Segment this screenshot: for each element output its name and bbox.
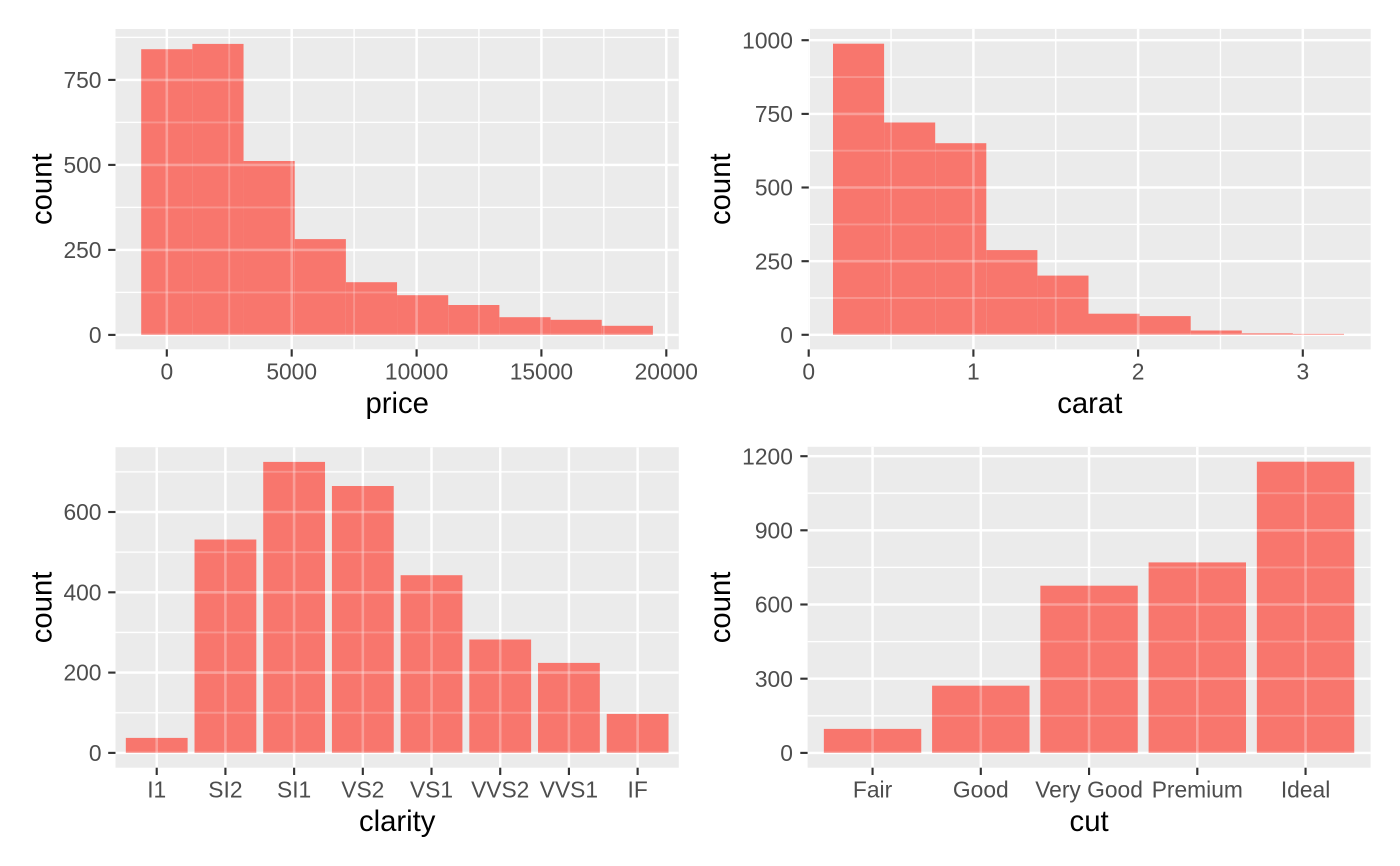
svg-text:900: 900 bbox=[755, 517, 793, 543]
svg-text:0: 0 bbox=[780, 740, 793, 766]
svg-text:count: count bbox=[26, 572, 59, 644]
svg-text:VS1: VS1 bbox=[410, 777, 453, 803]
svg-text:Ideal: Ideal bbox=[1281, 777, 1330, 803]
svg-text:250: 250 bbox=[755, 248, 793, 274]
svg-text:VVS2: VVS2 bbox=[471, 777, 529, 803]
svg-text:20000: 20000 bbox=[635, 358, 698, 384]
svg-text:count: count bbox=[26, 153, 59, 225]
svg-text:0: 0 bbox=[802, 358, 815, 384]
svg-text:400: 400 bbox=[63, 579, 101, 605]
svg-text:Good: Good bbox=[953, 777, 1009, 803]
svg-text:count: count bbox=[704, 572, 737, 644]
svg-text:600: 600 bbox=[63, 499, 101, 525]
svg-text:SI1: SI1 bbox=[277, 777, 311, 803]
svg-text:0: 0 bbox=[89, 740, 102, 766]
svg-text:IF: IF bbox=[627, 777, 647, 803]
svg-text:5000: 5000 bbox=[266, 358, 317, 384]
svg-text:0: 0 bbox=[780, 322, 793, 348]
svg-text:1000: 1000 bbox=[742, 27, 793, 53]
svg-text:carat: carat bbox=[1057, 387, 1122, 420]
svg-text:Premium: Premium bbox=[1152, 777, 1243, 803]
svg-text:Very Good: Very Good bbox=[1035, 777, 1143, 803]
svg-text:0: 0 bbox=[160, 358, 173, 384]
svg-text:10000: 10000 bbox=[385, 358, 448, 384]
svg-text:1: 1 bbox=[967, 358, 980, 384]
svg-text:I1: I1 bbox=[147, 777, 166, 803]
svg-text:clarity: clarity bbox=[359, 805, 436, 838]
svg-text:VS2: VS2 bbox=[341, 777, 384, 803]
svg-text:VVS1: VVS1 bbox=[540, 777, 598, 803]
svg-text:SI2: SI2 bbox=[208, 777, 242, 803]
svg-text:15000: 15000 bbox=[510, 358, 573, 384]
svg-text:750: 750 bbox=[63, 67, 101, 93]
svg-text:600: 600 bbox=[755, 592, 793, 618]
svg-text:3: 3 bbox=[1296, 358, 1309, 384]
svg-text:price: price bbox=[365, 387, 429, 420]
svg-text:750: 750 bbox=[755, 101, 793, 127]
svg-text:250: 250 bbox=[63, 237, 101, 263]
svg-text:500: 500 bbox=[755, 175, 793, 201]
svg-text:500: 500 bbox=[63, 152, 101, 178]
svg-text:300: 300 bbox=[755, 666, 793, 692]
svg-text:200: 200 bbox=[63, 660, 101, 686]
svg-text:0: 0 bbox=[89, 322, 102, 348]
svg-text:1200: 1200 bbox=[742, 443, 793, 469]
svg-text:count: count bbox=[704, 153, 737, 225]
svg-text:2: 2 bbox=[1132, 358, 1145, 384]
svg-text:Fair: Fair bbox=[853, 777, 893, 803]
svg-text:cut: cut bbox=[1070, 805, 1109, 838]
